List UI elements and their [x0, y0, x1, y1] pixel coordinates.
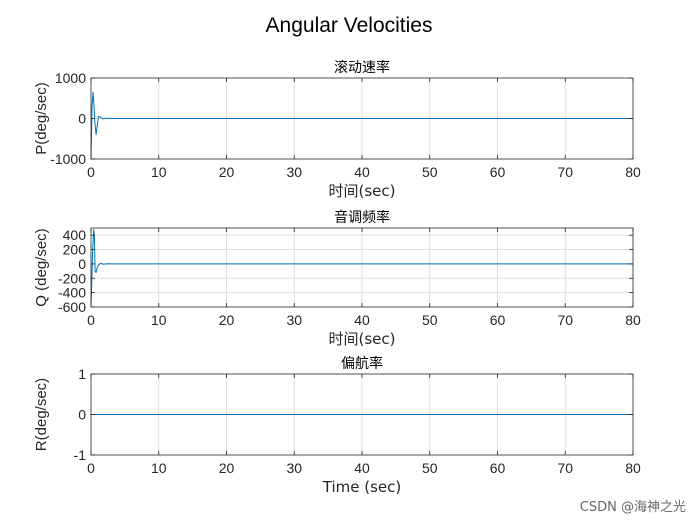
x-tick-label: 30	[286, 164, 302, 180]
y-axis-label: P(deg/sec)	[33, 82, 50, 155]
subplot-title: 偏航率	[341, 355, 383, 372]
y-tick-label: -600	[58, 299, 86, 315]
y-tick-label: -200	[58, 270, 86, 286]
x-tick-label: 40	[354, 460, 370, 476]
x-tick-label: 60	[490, 460, 506, 476]
x-tick-label: 10	[151, 312, 167, 328]
x-tick-label: 70	[557, 460, 573, 476]
y-tick-label: 0	[78, 407, 86, 423]
subplot-2: 0 10 20 30 40 50 60 70 80-600-400-2000200400音调频率…	[33, 209, 641, 348]
x-axis-label: 时间(sec)	[329, 330, 396, 348]
charts: 0 10 20 30 40 50 60 70 80-100001000滚动速率时间(sec)P(…	[33, 59, 641, 496]
watermark-text: CSDN @海神之光	[579, 500, 686, 515]
y-tick-label: -400	[58, 285, 86, 301]
y-tick-label: 400	[63, 227, 87, 243]
subplot-title: 音调频率	[334, 209, 390, 226]
x-tick-label: 0	[87, 312, 95, 328]
y-tick-label: 200	[63, 242, 87, 258]
x-tick-label: 70	[557, 164, 573, 180]
x-tick-label: 80	[625, 312, 641, 328]
subplot-1: 0 10 20 30 40 50 60 70 80-100001000滚动速率时间(sec)P(…	[33, 59, 641, 200]
x-tick-label: 30	[286, 312, 302, 328]
series-line-1	[90, 228, 633, 306]
series-line-1	[90, 91, 633, 157]
y-tick-label: -1000	[50, 151, 86, 167]
x-tick-label: 60	[490, 164, 506, 180]
y-tick-label: 1	[78, 366, 86, 382]
x-tick-label: 20	[219, 312, 235, 328]
x-tick-label: 20	[219, 164, 235, 180]
x-axis-label: Time (sec)	[322, 478, 401, 496]
x-tick-label: 70	[557, 312, 573, 328]
x-tick-label: 30	[286, 460, 302, 476]
x-tick-label: 40	[354, 312, 370, 328]
y-tick-label: 0	[78, 256, 86, 272]
y-axis-label: Q (deg/sec)	[33, 228, 50, 306]
x-tick-label: 10	[151, 460, 167, 476]
x-tick-label: 20	[219, 460, 235, 476]
x-tick-label: 40	[354, 164, 370, 180]
x-tick-label: 60	[490, 312, 506, 328]
x-tick-label: 80	[625, 460, 641, 476]
x-tick-label: 80	[625, 164, 641, 180]
y-axis-label: R(deg/sec)	[33, 378, 50, 451]
x-tick-label: 0	[87, 460, 95, 476]
y-tick-label: 1000	[55, 70, 86, 86]
x-tick-label: 10	[151, 164, 167, 180]
x-tick-label: 50	[422, 164, 438, 180]
y-tick-label: -1	[74, 447, 87, 463]
x-tick-label: 50	[422, 460, 438, 476]
x-tick-label: 0	[87, 164, 95, 180]
x-axis-label: 时间(sec)	[329, 182, 396, 200]
y-tick-label: 0	[78, 111, 86, 127]
subplot-title: 滚动速率	[334, 59, 390, 76]
figure-title: Angular Velocities	[266, 14, 433, 37]
x-tick-label: 50	[422, 312, 438, 328]
